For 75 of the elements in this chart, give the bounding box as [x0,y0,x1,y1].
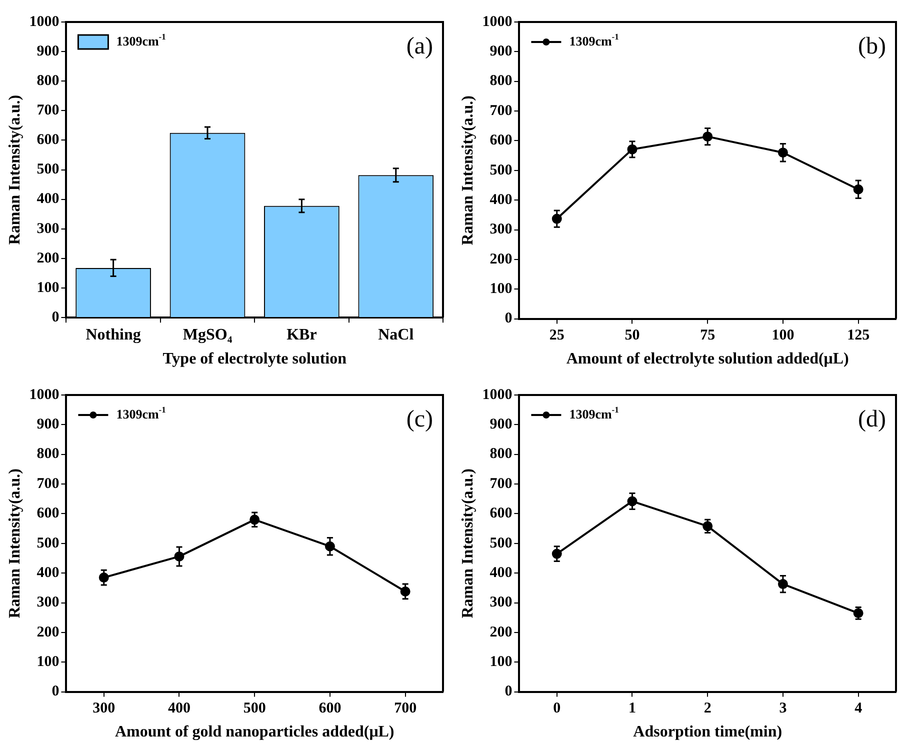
annotation: (c) [406,406,433,432]
y-tick-label: 400 [36,564,60,581]
y-tick-label: 700 [36,476,60,492]
y-tick-label: 300 [36,220,60,237]
x-tick-label: 0 [553,700,561,717]
y-tick-label: 0 [504,684,512,700]
x-tick-label: 500 [243,700,266,717]
annotation: (b) [858,33,886,60]
y-tick-label: 500 [36,535,60,552]
y-tick-label: 300 [36,594,60,611]
y-tick-label: 200 [36,250,60,266]
y-tick-label: 900 [490,416,512,433]
y-tick-label: 1000 [29,14,60,30]
x-tick-label: 600 [318,700,342,717]
y-tick-label: 100 [490,654,512,670]
y-tick-label: 900 [36,416,60,433]
x-tick-label: 25 [549,328,564,344]
x-axis-title: Adsorption time(min) [633,724,782,741]
y-tick-label: 200 [490,251,512,268]
y-tick-label: 100 [36,280,60,296]
y-tick-label: 1000 [482,14,512,30]
y-tick-label: 0 [52,684,60,700]
y-tick-label: 800 [490,73,512,90]
x-tick-label: 50 [624,328,640,344]
y-tick-label: 500 [36,162,60,178]
y-tick-label: 300 [490,222,512,238]
x-axis-title: Type of electrolyte solution [162,350,347,368]
x-tick-label: 2 [704,700,712,717]
x-tick-label: 100 [772,328,794,344]
annotation: (d) [858,406,886,432]
y-tick-label: 700 [36,102,60,119]
y-tick-label: 700 [490,102,512,119]
x-tick-label: 1 [628,700,636,717]
y-tick-label: 600 [36,506,60,522]
x-axis-title: Amount of electrolyte solution added(μL) [566,350,849,368]
x-tick-label: 4 [854,700,863,717]
y-tick-label: 500 [490,162,512,178]
y-tick-label: 300 [490,594,512,611]
y-tick-label: 800 [36,72,60,89]
y-tick-label: 800 [36,446,60,462]
y-axis-title: Raman Intensity(a.u.) [460,468,477,618]
annotation: (a) [406,33,433,60]
y-tick-label: 1000 [29,386,60,403]
y-tick-label: 400 [36,191,60,208]
y-tick-label: 0 [52,309,60,326]
x-tick-label: KBr [286,326,317,344]
x-tick-label: 125 [847,328,870,344]
x-tick-label: 300 [92,700,116,717]
y-tick-label: 900 [490,44,512,60]
y-axis-title: Raman Intensity(a.u.) [460,96,477,246]
y-tick-label: 200 [490,624,512,640]
y-tick-label: 900 [36,43,60,60]
y-tick-label: 400 [490,192,512,208]
x-tick-label: 75 [700,328,716,344]
x-tick-label: Nothing [86,326,141,344]
y-tick-label: 100 [490,280,512,297]
x-tick-label: MgSO₄ [182,326,232,344]
y-tick-label: 600 [490,506,512,522]
y-tick-label: 100 [36,654,60,670]
y-tick-label: 800 [490,446,512,462]
y-tick-label: 500 [490,535,512,552]
y-axis-title: Raman Intensity(a.u.) [6,94,24,245]
y-axis-title: Raman Intensity(a.u.) [6,468,24,618]
y-tick-label: 0 [504,310,512,327]
y-tick-label: 1000 [482,386,512,403]
x-tick-label: 3 [779,700,787,717]
y-tick-label: 700 [490,476,512,492]
y-tick-label: 200 [36,624,60,640]
y-tick-label: 600 [490,132,512,149]
x-tick-label: 700 [394,700,417,717]
x-axis-title: Amount of gold nanoparticles added(μL) [114,724,394,741]
x-tick-label: NaCl [378,326,414,344]
y-tick-label: 400 [490,564,512,581]
y-tick-label: 600 [36,132,60,148]
x-tick-label: 400 [168,700,190,717]
